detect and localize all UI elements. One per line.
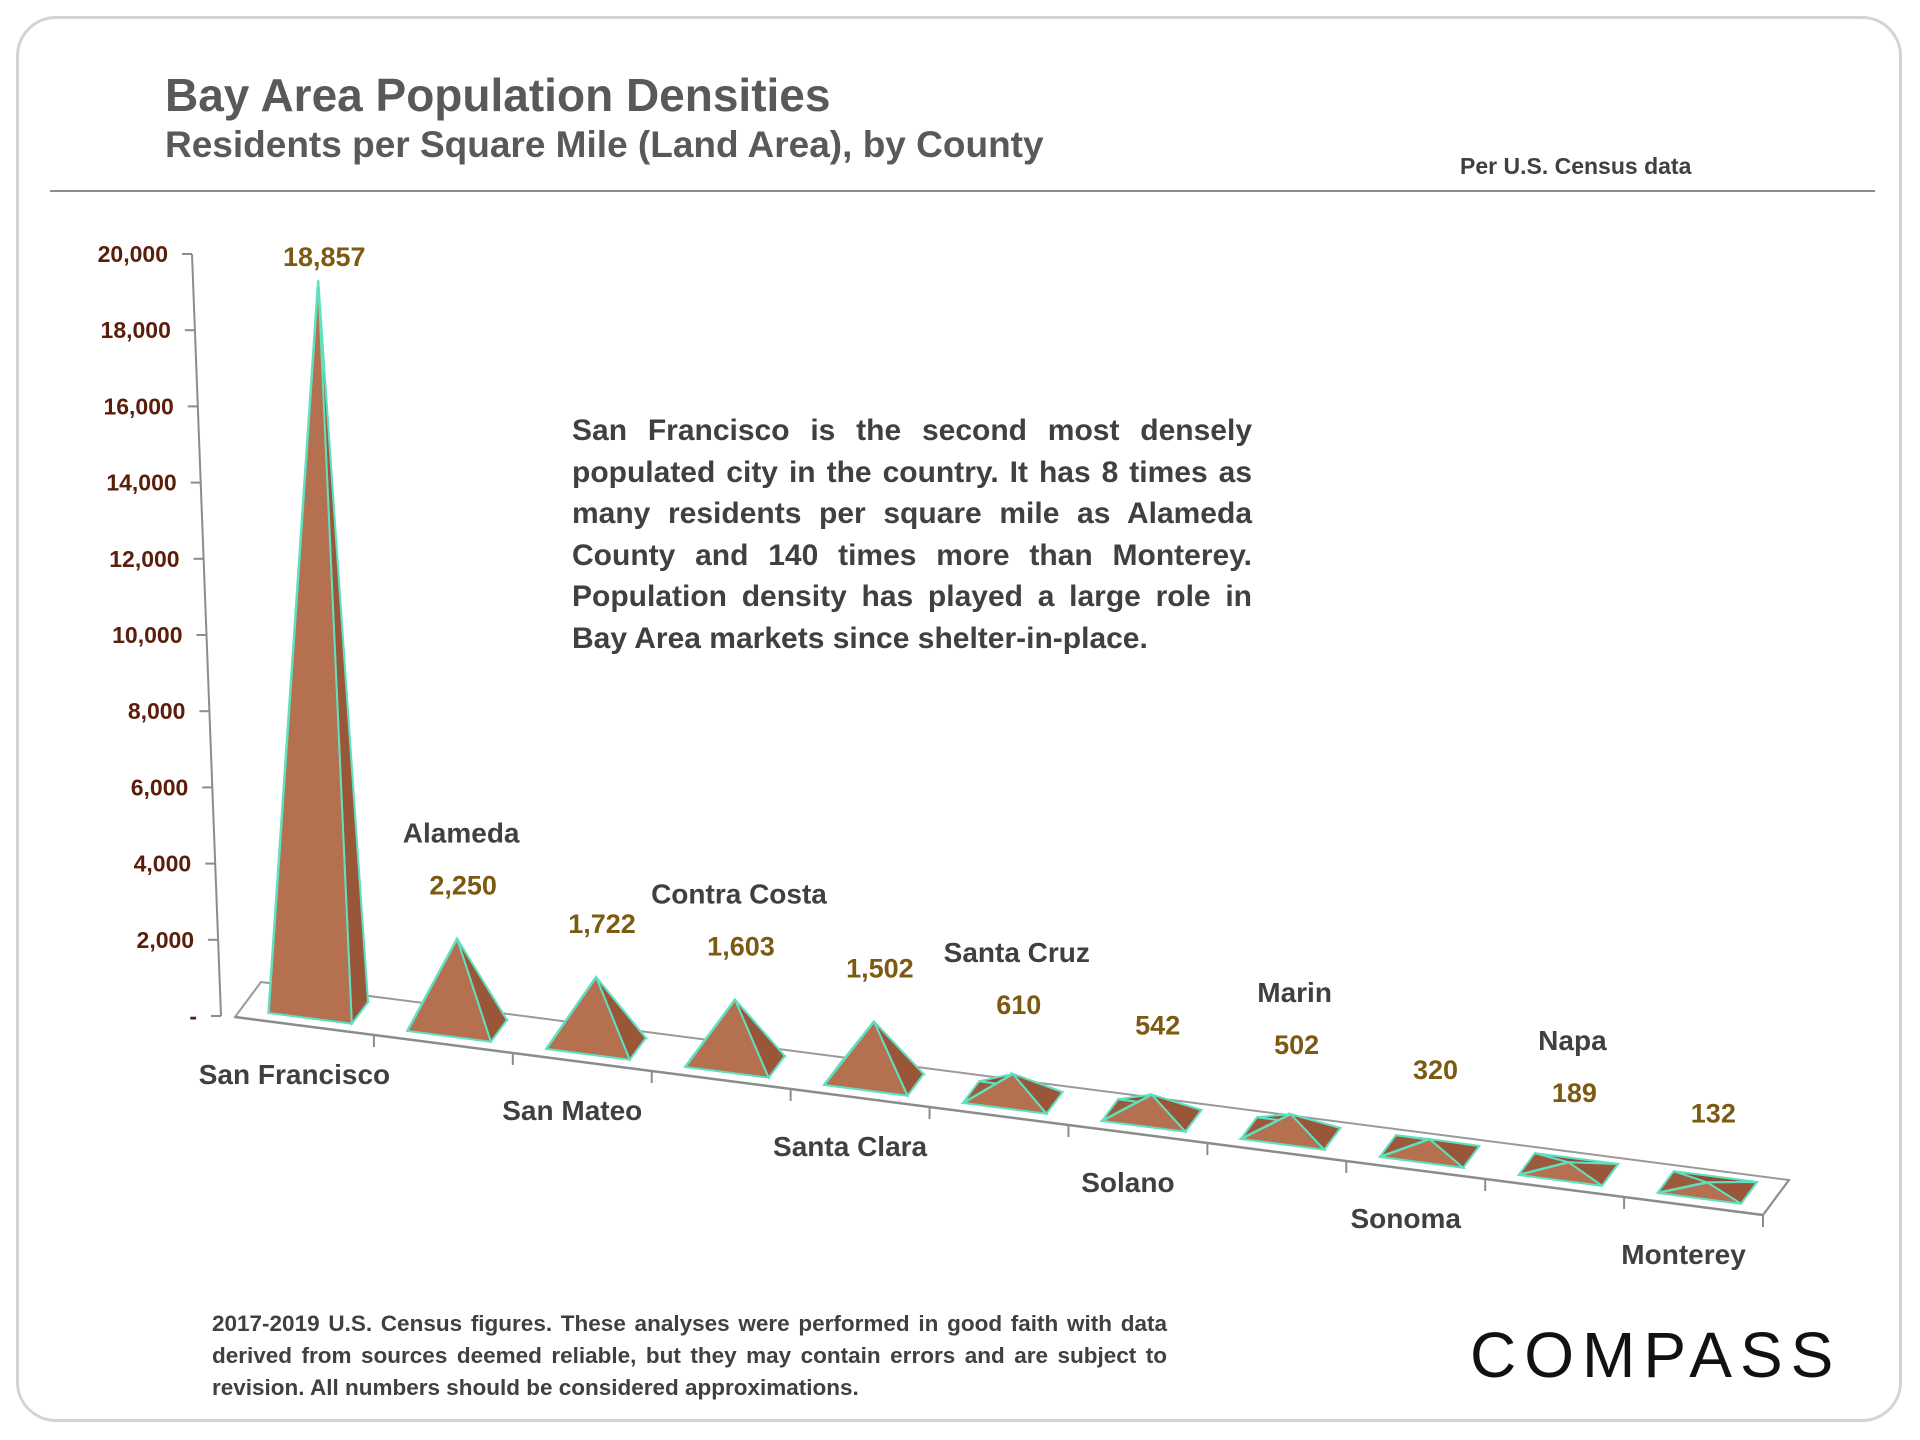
y-tick-label: 16,000 [103, 393, 173, 419]
y-tick-label: 10,000 [112, 622, 182, 648]
pyramid-bar [544, 975, 649, 1062]
pyramid-edge [1240, 1112, 1292, 1141]
pyramid-bar [683, 997, 788, 1080]
data-label: 542 [1135, 1011, 1180, 1041]
y-tick-label: 20,000 [98, 241, 168, 267]
data-label: 1,502 [846, 954, 914, 984]
header-divider [50, 190, 1875, 192]
chart-title: Bay Area Population Densities [165, 69, 831, 121]
pyramid-edge [1657, 1181, 1708, 1195]
data-label: 132 [1691, 1098, 1736, 1128]
pyramid-bar [959, 1071, 1065, 1116]
pyramid-bar [1237, 1112, 1343, 1152]
pyramid-bar [1655, 1170, 1760, 1206]
category-label: San Mateo [502, 1095, 642, 1126]
chart-marks [266, 280, 1760, 1206]
category-label: Solano [1081, 1167, 1174, 1198]
floor-end [1762, 1179, 1790, 1216]
y-tick-label: 2,000 [137, 927, 195, 953]
category-label: Napa [1538, 1025, 1607, 1056]
footnote: 2017-2019 U.S. Census figures. These ana… [212, 1311, 1167, 1400]
y-axis: - 2,000 4,000 6,000 8,000 10,000 12,000 14,000 1… [98, 241, 222, 1029]
data-label: 502 [1274, 1030, 1319, 1060]
data-label: 320 [1413, 1055, 1458, 1085]
pyramid-bar [405, 936, 509, 1044]
y-tick-label: 8,000 [128, 698, 186, 724]
x-axis-line [234, 1015, 1764, 1217]
category-label: Alameda [403, 818, 520, 849]
y-tick-label: 12,000 [109, 546, 179, 572]
y-tick-label: 4,000 [134, 851, 192, 877]
category-label: Marin [1257, 977, 1332, 1008]
category-label: Monterey [1621, 1239, 1746, 1270]
category-label: Santa Clara [773, 1131, 927, 1162]
category-label: San Francisco [199, 1059, 390, 1090]
y-tick-label: 14,000 [106, 470, 176, 496]
category-label: Contra Costa [651, 879, 827, 910]
pyramid-bar [266, 280, 370, 1027]
data-label: 1,722 [568, 909, 636, 939]
chart-labels: 18,857 San Francisco 2,250 Alameda 1,722 San … [199, 242, 1746, 1270]
data-label: 2,250 [429, 871, 497, 901]
pyramid-bar [822, 1019, 927, 1098]
source-note: Per U.S. Census data [1460, 153, 1692, 179]
pyramid-edge [1101, 1093, 1153, 1123]
pyramid-edge [1379, 1137, 1430, 1159]
annotation-text: San Francisco is the second most densely… [572, 414, 1252, 655]
data-label: 18,857 [283, 242, 366, 272]
compass-logo: COMPASS [1470, 1319, 1842, 1391]
pyramid-bar [1377, 1134, 1482, 1170]
pyramid-edge [267, 280, 320, 1013]
data-label: 189 [1552, 1078, 1597, 1108]
pyramid-edge [823, 1020, 875, 1086]
pyramid-edge [1518, 1160, 1569, 1177]
pyramid-edge [406, 938, 459, 1032]
y-tick-label: 18,000 [101, 317, 171, 343]
data-label: 1,603 [707, 932, 775, 962]
pyramid-edge [684, 998, 736, 1068]
y-tick-label: 6,000 [131, 774, 189, 800]
pyramid-edge [962, 1072, 1014, 1104]
data-label: 610 [996, 990, 1041, 1020]
pyramid-bar [1098, 1092, 1204, 1134]
y-tick-label: - [189, 1003, 197, 1029]
category-label: Santa Cruz [944, 937, 1090, 968]
chart-subtitle: Residents per Square Mile (Land Area), b… [165, 124, 1044, 165]
pyramid-bar [1516, 1152, 1621, 1188]
chart-floor [233, 980, 1791, 1227]
pyramid-edge [545, 976, 598, 1050]
category-label: Sonoma [1350, 1203, 1461, 1234]
